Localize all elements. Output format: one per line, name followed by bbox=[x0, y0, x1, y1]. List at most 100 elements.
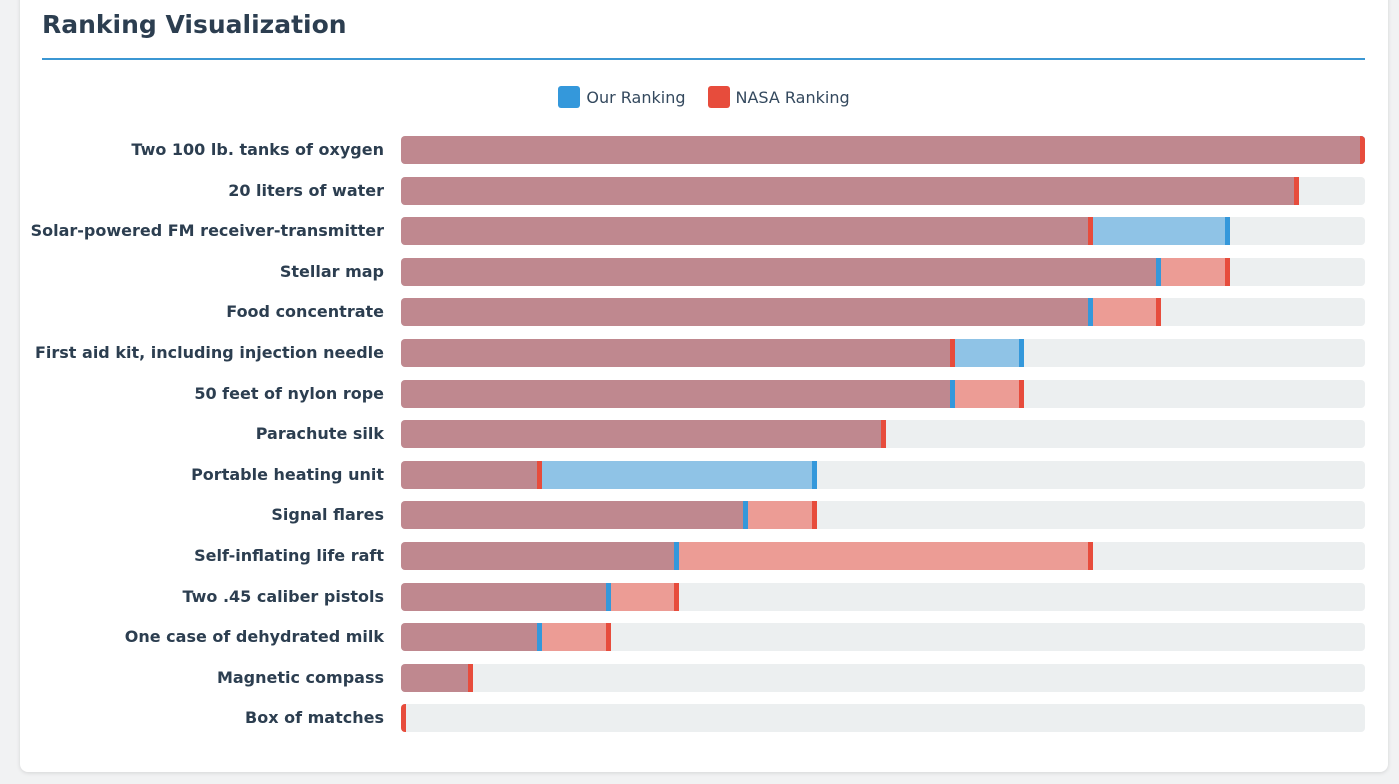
marker-nasa-ranking bbox=[536, 460, 542, 489]
bar-track bbox=[401, 136, 1365, 164]
marker-our-ranking bbox=[812, 460, 818, 489]
category-label: Food concentrate bbox=[226, 302, 384, 322]
category-label: First aid kit, including injection needl… bbox=[34, 343, 384, 362]
chart-row: Magnetic compass bbox=[20, 663, 1388, 692]
legend-item-ours: Our Ranking bbox=[558, 86, 686, 108]
bar-track bbox=[401, 339, 1365, 367]
bar-extra-ours bbox=[1089, 217, 1228, 246]
bar-track bbox=[401, 217, 1365, 246]
bar-common bbox=[401, 663, 470, 692]
bar-common bbox=[401, 298, 1090, 327]
bar-track bbox=[401, 379, 1365, 408]
chart-row: Two 100 lb. tanks of oxygen bbox=[20, 136, 1388, 164]
chart-row: Box of matches bbox=[20, 704, 1388, 733]
legend-label-ours: Our Ranking bbox=[586, 87, 686, 107]
bar-extra-nasa bbox=[951, 379, 1021, 408]
bar-extra-ours bbox=[538, 460, 815, 489]
marker-our-ranking bbox=[605, 582, 611, 611]
bar-common bbox=[401, 460, 539, 489]
bar-extra-nasa bbox=[745, 501, 815, 530]
marker-our-ranking bbox=[1087, 298, 1093, 327]
bar-track bbox=[401, 542, 1365, 570]
chart-row: One case of dehydrated milk bbox=[20, 623, 1388, 652]
category-label: Portable heating unit bbox=[191, 464, 384, 484]
marker-our-ranking bbox=[674, 542, 680, 570]
chart-row: Signal flares bbox=[20, 501, 1388, 530]
marker-our-ranking bbox=[1225, 217, 1231, 246]
bar-common bbox=[401, 136, 1365, 164]
bar-track bbox=[401, 257, 1365, 286]
bar-common bbox=[401, 582, 608, 611]
legend-label-nasa: NASA Ranking bbox=[735, 87, 850, 107]
chart-legend: Our Ranking NASA Ranking bbox=[20, 86, 1388, 108]
bar-common bbox=[401, 542, 677, 570]
marker-our-ranking bbox=[743, 501, 749, 530]
category-label: Solar-powered FM receiver-transmitter bbox=[30, 221, 384, 241]
ranking-card: Ranking Visualization Our Ranking NASA R… bbox=[20, 0, 1388, 772]
category-label: Self-inflating life raft bbox=[194, 546, 384, 565]
category-label: Signal flares bbox=[271, 505, 384, 525]
category-label: Two 100 lb. tanks of oxygen bbox=[131, 140, 384, 159]
category-label: Magnetic compass bbox=[216, 667, 384, 687]
marker-nasa-ranking bbox=[1087, 217, 1093, 246]
bar-track bbox=[401, 623, 1365, 652]
title-divider bbox=[42, 58, 1365, 60]
marker-nasa-ranking bbox=[605, 623, 611, 652]
chart-row: Two .45 caliber pistols bbox=[20, 582, 1388, 611]
bar-common bbox=[401, 176, 1297, 205]
bar-extra-nasa bbox=[607, 582, 677, 611]
marker-nasa-ranking bbox=[881, 420, 886, 449]
bar-common bbox=[401, 379, 952, 408]
marker-our-ranking bbox=[949, 379, 955, 408]
chart-row: Portable heating unit bbox=[20, 460, 1388, 489]
bar-common bbox=[401, 217, 1090, 246]
bar-track bbox=[401, 460, 1365, 489]
marker-nasa-ranking bbox=[1360, 136, 1365, 164]
marker-nasa-ranking bbox=[674, 582, 680, 611]
chart-row: Parachute silk bbox=[20, 420, 1388, 449]
bar-extra-nasa bbox=[1089, 298, 1159, 327]
bar-track bbox=[401, 420, 1365, 449]
legend-swatch-ours bbox=[558, 86, 581, 108]
legend-item-nasa: NASA Ranking bbox=[707, 86, 850, 108]
bar-track bbox=[401, 663, 1365, 692]
marker-nasa-ranking bbox=[1087, 542, 1093, 570]
chart-row: First aid kit, including injection needl… bbox=[20, 339, 1388, 367]
chart-row: Solar-powered FM receiver-transmitter bbox=[20, 217, 1388, 246]
marker-nasa-ranking bbox=[1018, 379, 1024, 408]
page-title: Ranking Visualization bbox=[42, 10, 347, 39]
chart-row: Food concentrate bbox=[20, 298, 1388, 327]
chart-row: Stellar map bbox=[20, 257, 1388, 286]
bar-track bbox=[401, 704, 1365, 733]
marker-nasa-ranking bbox=[1225, 257, 1231, 286]
category-label: 50 feet of nylon rope bbox=[194, 383, 384, 403]
marker-our-ranking bbox=[1156, 257, 1162, 286]
marker-nasa-ranking bbox=[949, 339, 955, 367]
category-label: One case of dehydrated milk bbox=[124, 627, 384, 647]
marker-our-ranking bbox=[536, 623, 542, 652]
marker-nasa-ranking bbox=[401, 704, 406, 733]
chart-row: Self-inflating life raft bbox=[20, 542, 1388, 570]
marker-nasa-ranking bbox=[467, 663, 473, 692]
bar-extra-nasa bbox=[676, 542, 1090, 570]
bar-track bbox=[401, 582, 1365, 611]
bar-extra-nasa bbox=[1158, 257, 1228, 286]
bar-common bbox=[401, 339, 952, 367]
category-label: Box of matches bbox=[245, 708, 384, 728]
bar-track bbox=[401, 298, 1365, 327]
marker-nasa-ranking bbox=[812, 501, 818, 530]
marker-nasa-ranking bbox=[1294, 176, 1300, 205]
category-label: 20 liters of water bbox=[228, 180, 384, 200]
bar-extra-nasa bbox=[538, 623, 608, 652]
bar-common bbox=[401, 420, 883, 449]
marker-nasa-ranking bbox=[1156, 298, 1162, 327]
chart-row: 50 feet of nylon rope bbox=[20, 379, 1388, 408]
category-label: Two .45 caliber pistols bbox=[182, 586, 384, 606]
bar-track bbox=[401, 176, 1365, 205]
category-label: Stellar map bbox=[279, 261, 384, 281]
bar-common bbox=[401, 501, 746, 530]
bar-common bbox=[401, 623, 539, 652]
bar-track bbox=[401, 501, 1365, 530]
legend-swatch-nasa bbox=[707, 86, 730, 108]
marker-our-ranking bbox=[1018, 339, 1024, 367]
